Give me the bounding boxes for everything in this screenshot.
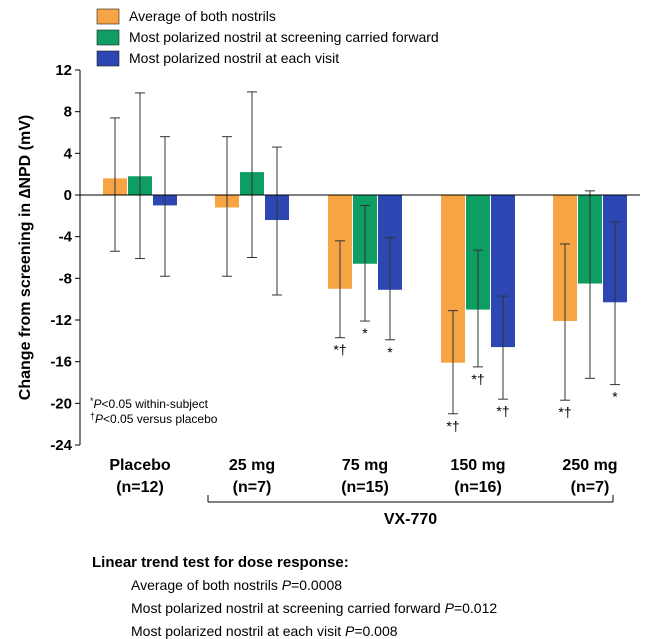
footnote-text: <0.05 within-subject bbox=[102, 397, 209, 411]
legend-label: Most polarized nostril at each visit bbox=[129, 50, 339, 66]
y-tick-label: -12 bbox=[50, 312, 72, 329]
significance-label: * bbox=[362, 325, 368, 341]
p-symbol: P bbox=[281, 577, 292, 593]
bar-chart: Average of both nostrils Most polarized n… bbox=[17, 8, 640, 528]
y-tick-label: -8 bbox=[59, 270, 72, 287]
y-tick-label: -4 bbox=[59, 229, 73, 246]
trend-test-item: Most polarized nostril at screening carr… bbox=[131, 600, 497, 616]
footnote-p: P bbox=[95, 412, 103, 426]
y-axis-title: Change from screening in ∆NPD (mV) bbox=[17, 115, 34, 400]
y-tick-label: -16 bbox=[50, 354, 72, 371]
footnote-p: P bbox=[94, 397, 102, 411]
category-label: 75 mg bbox=[342, 457, 388, 474]
y-tick-label: -20 bbox=[50, 395, 72, 412]
legend-swatch bbox=[96, 50, 120, 67]
category-n-label: (n=7) bbox=[571, 479, 610, 496]
category-n-label: (n=7) bbox=[233, 479, 272, 496]
category-n-label: (n=16) bbox=[454, 479, 502, 496]
category-label: 25 mg bbox=[229, 457, 275, 474]
category-label: Placebo bbox=[109, 457, 171, 474]
p-value: =0.012 bbox=[453, 600, 498, 616]
significance-label: *† bbox=[471, 371, 484, 387]
category-n-label: (n=15) bbox=[341, 479, 389, 496]
p-value: =0.008 bbox=[354, 623, 398, 639]
category-label: 150 mg bbox=[450, 457, 505, 474]
error-bar-group bbox=[110, 91, 620, 415]
category-label: 250 mg bbox=[562, 457, 617, 474]
significance-label: * bbox=[387, 344, 393, 360]
group-bracket-label: VX-770 bbox=[384, 511, 437, 528]
trend-test-label: Average of both nostrils bbox=[131, 577, 278, 593]
legend-swatch bbox=[96, 29, 120, 46]
p-symbol: P bbox=[444, 600, 454, 616]
axes: 12 8 4 0 -4 -8 -12 -16 -20 -24 bbox=[50, 62, 640, 503]
trend-test-item: Most polarized nostril at each visit P=0… bbox=[131, 623, 398, 639]
trend-test-label: Most polarized nostril at each visit bbox=[131, 623, 342, 639]
y-tick-label: 8 bbox=[64, 104, 72, 121]
footnote: †P<0.05 versus placebo bbox=[90, 411, 218, 426]
legend-swatch bbox=[96, 8, 120, 25]
significance-label: *† bbox=[558, 404, 571, 420]
y-tick-label: 0 bbox=[64, 187, 72, 204]
trend-test-item: Average of both nostrils P=0.0008 bbox=[131, 577, 342, 593]
footnote-mark: † bbox=[90, 411, 95, 421]
significance-label: *† bbox=[446, 418, 459, 434]
legend-label: Average of both nostrils bbox=[129, 8, 276, 24]
legend: Average of both nostrils Most polarized n… bbox=[96, 8, 439, 67]
footnote-text: <0.05 versus placebo bbox=[103, 412, 218, 426]
significance-label: * bbox=[612, 389, 618, 405]
significance-label: *† bbox=[496, 403, 509, 419]
y-tick-label: -24 bbox=[50, 437, 72, 454]
trend-test-label: Most polarized nostril at screening carr… bbox=[131, 600, 441, 616]
footnote-mark: * bbox=[90, 396, 94, 406]
footnote: *P<0.05 within-subject bbox=[90, 396, 209, 411]
significance-label: *† bbox=[333, 342, 346, 358]
label-group: Change from screening in ∆NPD (mV) *†*†*†… bbox=[17, 115, 618, 528]
p-symbol: P bbox=[344, 623, 355, 639]
category-n-label: (n=12) bbox=[116, 479, 164, 496]
y-tick-label: 4 bbox=[64, 145, 73, 162]
legend-label: Most polarized nostril at screening carr… bbox=[129, 29, 439, 45]
y-tick-label: 12 bbox=[55, 62, 72, 79]
trend-test-title: Linear trend test for dose response: bbox=[92, 554, 349, 571]
p-value: =0.0008 bbox=[291, 577, 343, 593]
